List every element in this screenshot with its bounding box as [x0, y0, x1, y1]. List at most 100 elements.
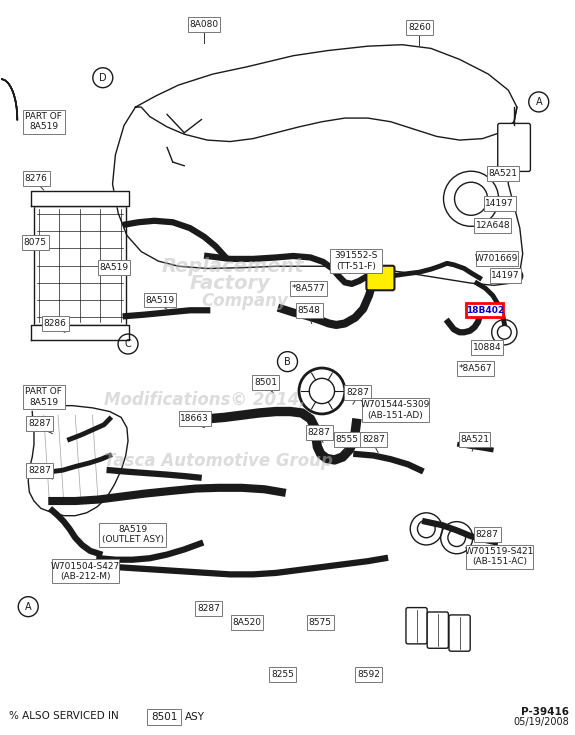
Text: 8A519: 8A519: [99, 263, 129, 272]
Text: D: D: [99, 73, 106, 83]
Text: Replacement: Replacement: [162, 257, 304, 276]
FancyBboxPatch shape: [331, 249, 382, 273]
Text: 8287: 8287: [346, 388, 369, 397]
Text: W701544-S309
(AB-151-AD): W701544-S309 (AB-151-AD): [361, 401, 430, 420]
Text: 8A080: 8A080: [190, 20, 219, 29]
Text: 8287: 8287: [476, 530, 499, 539]
Text: P-39416: P-39416: [522, 707, 569, 717]
Text: *8A567: *8A567: [459, 365, 492, 373]
Text: 8555: 8555: [336, 435, 359, 444]
FancyBboxPatch shape: [42, 316, 68, 331]
Text: PART OF
8A519: PART OF 8A519: [25, 112, 62, 132]
Text: W701519-S421
(AB-151-AC): W701519-S421 (AB-151-AC): [465, 547, 534, 567]
FancyBboxPatch shape: [476, 251, 518, 266]
FancyBboxPatch shape: [474, 218, 511, 233]
FancyBboxPatch shape: [427, 612, 449, 648]
FancyBboxPatch shape: [52, 559, 119, 584]
Text: Tasca Automotive Group: Tasca Automotive Group: [104, 452, 333, 470]
FancyBboxPatch shape: [98, 260, 130, 275]
FancyBboxPatch shape: [366, 266, 394, 290]
Text: 8A521: 8A521: [488, 169, 517, 179]
Text: 8501: 8501: [254, 378, 277, 387]
Text: 8075: 8075: [24, 238, 47, 247]
FancyBboxPatch shape: [362, 398, 429, 422]
Text: 14197: 14197: [485, 198, 514, 208]
Text: B: B: [284, 356, 291, 367]
FancyBboxPatch shape: [360, 432, 387, 447]
Text: 8548: 8548: [298, 306, 321, 315]
Text: 8276: 8276: [25, 174, 48, 184]
Text: A: A: [535, 97, 542, 107]
FancyBboxPatch shape: [466, 545, 533, 569]
Polygon shape: [113, 107, 523, 285]
FancyBboxPatch shape: [344, 385, 371, 400]
FancyBboxPatch shape: [179, 412, 210, 426]
FancyBboxPatch shape: [449, 615, 470, 651]
FancyBboxPatch shape: [296, 303, 323, 318]
Text: 8501: 8501: [151, 712, 178, 723]
Text: ASY: ASY: [185, 712, 205, 723]
Polygon shape: [34, 206, 126, 325]
FancyBboxPatch shape: [23, 171, 49, 187]
FancyBboxPatch shape: [22, 235, 48, 251]
Text: *8A577: *8A577: [292, 284, 325, 293]
FancyBboxPatch shape: [466, 304, 503, 318]
FancyBboxPatch shape: [270, 667, 296, 681]
Text: 10884: 10884: [473, 343, 501, 352]
Text: 8A521: 8A521: [460, 435, 489, 444]
FancyBboxPatch shape: [26, 416, 53, 431]
Text: % ALSO SERVICED IN: % ALSO SERVICED IN: [9, 711, 118, 721]
Text: W701669: W701669: [475, 254, 519, 263]
Text: 8260: 8260: [408, 24, 431, 32]
FancyBboxPatch shape: [471, 340, 503, 355]
FancyBboxPatch shape: [458, 432, 490, 447]
Text: 8287: 8287: [28, 419, 51, 428]
Text: 8575: 8575: [309, 618, 332, 627]
Text: A: A: [25, 602, 32, 612]
FancyBboxPatch shape: [406, 608, 427, 644]
FancyBboxPatch shape: [252, 375, 279, 390]
FancyBboxPatch shape: [305, 425, 332, 440]
FancyBboxPatch shape: [147, 709, 181, 725]
FancyBboxPatch shape: [144, 293, 176, 307]
Text: 8287: 8287: [308, 428, 331, 437]
FancyBboxPatch shape: [406, 21, 433, 35]
FancyBboxPatch shape: [484, 196, 516, 211]
Polygon shape: [31, 191, 129, 206]
Text: 8286: 8286: [44, 319, 67, 328]
Polygon shape: [31, 325, 129, 340]
FancyBboxPatch shape: [355, 667, 382, 681]
FancyBboxPatch shape: [457, 362, 494, 376]
Text: 8255: 8255: [271, 670, 294, 678]
Text: C: C: [125, 339, 132, 349]
FancyBboxPatch shape: [26, 463, 53, 478]
Text: Factory: Factory: [190, 274, 271, 293]
FancyBboxPatch shape: [334, 432, 361, 447]
Text: PART OF
8A519: PART OF 8A519: [25, 387, 62, 406]
Text: 8A519: 8A519: [145, 295, 175, 304]
Text: 8287: 8287: [28, 466, 51, 475]
FancyBboxPatch shape: [290, 281, 327, 295]
FancyBboxPatch shape: [474, 527, 501, 542]
FancyBboxPatch shape: [195, 600, 222, 616]
Text: Modifications© 2014,: Modifications© 2014,: [104, 391, 306, 409]
Text: 18663: 18663: [180, 415, 209, 423]
FancyBboxPatch shape: [231, 615, 263, 631]
FancyBboxPatch shape: [306, 615, 334, 631]
FancyBboxPatch shape: [489, 268, 522, 282]
FancyBboxPatch shape: [23, 385, 64, 409]
Text: 8287: 8287: [362, 435, 385, 444]
Text: W701504-S427
(AB-212-M): W701504-S427 (AB-212-M): [51, 562, 120, 581]
Text: Company: Company: [201, 293, 288, 310]
Text: 8A520: 8A520: [233, 618, 262, 627]
Text: 12A648: 12A648: [476, 220, 510, 229]
Text: 8A519
(OUTLET ASY): 8A519 (OUTLET ASY): [102, 525, 164, 545]
Text: 18B402: 18B402: [466, 306, 504, 315]
FancyBboxPatch shape: [189, 17, 220, 32]
FancyBboxPatch shape: [486, 166, 519, 182]
Text: 8287: 8287: [197, 603, 220, 613]
Text: 14197: 14197: [491, 270, 520, 279]
Polygon shape: [136, 45, 517, 142]
FancyBboxPatch shape: [498, 123, 530, 171]
FancyBboxPatch shape: [99, 523, 166, 547]
